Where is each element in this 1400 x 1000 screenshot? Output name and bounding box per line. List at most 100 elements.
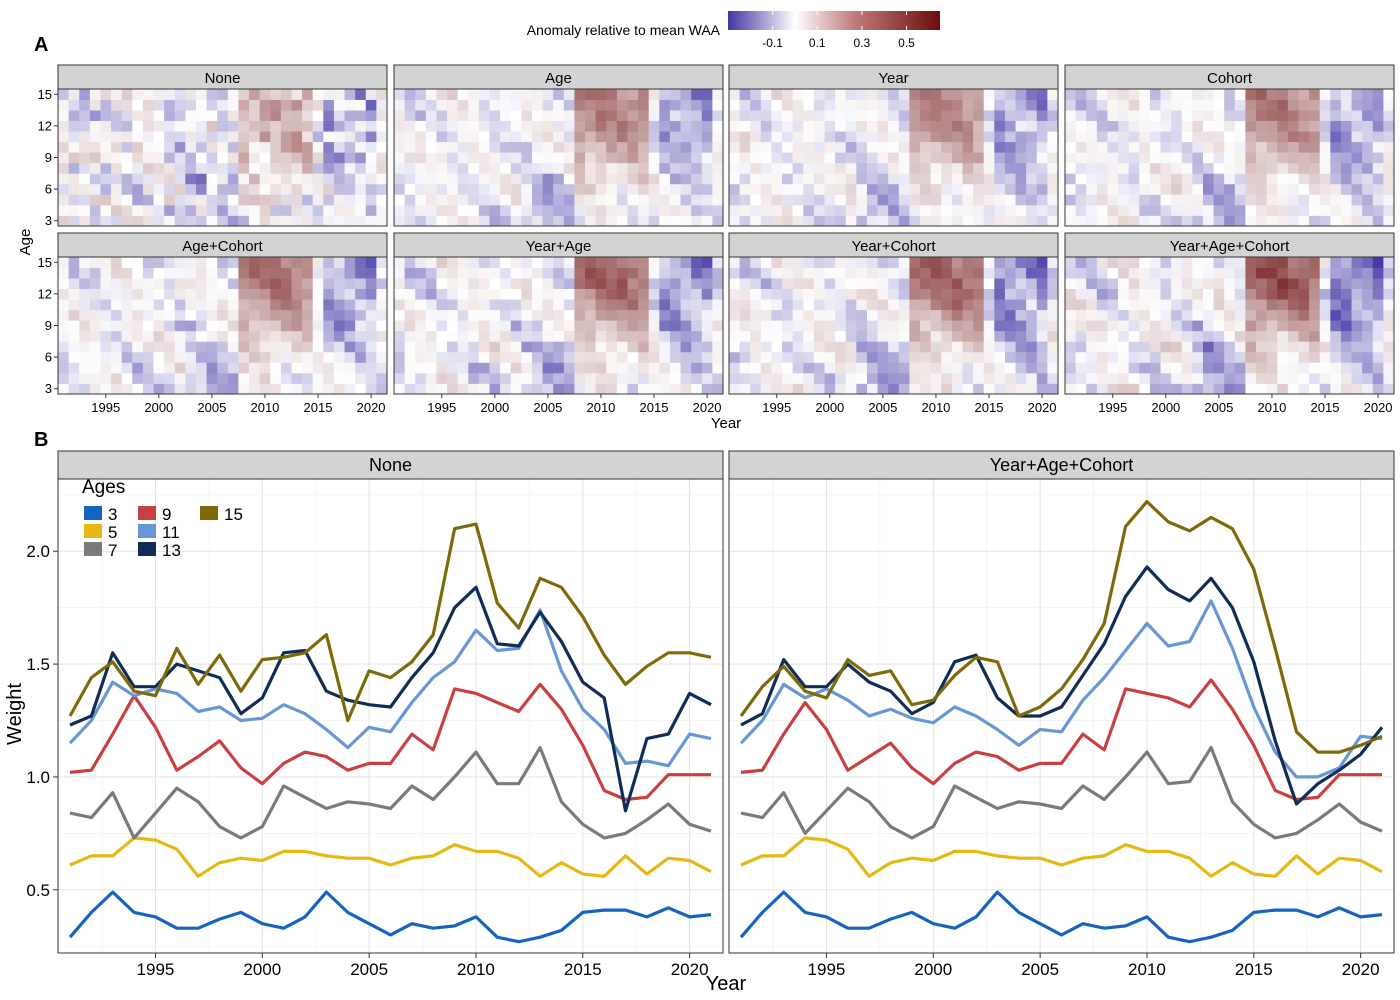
heatmap-cell: [951, 309, 963, 321]
heatmap-cell: [1256, 89, 1268, 100]
heatmap-cell: [771, 162, 783, 174]
heatmap-cell: [333, 299, 345, 311]
heatmap-cell: [436, 288, 448, 300]
heatmap-cell: [447, 267, 459, 279]
legend-label-age-7: 7: [108, 541, 117, 560]
heatmap-cell: [1086, 278, 1098, 290]
heatmap-cell: [739, 278, 751, 290]
heatmap-cell: [270, 152, 282, 164]
heatmap-cell: [394, 110, 406, 122]
heatmap-cell: [1234, 288, 1246, 300]
heatmap-cell: [680, 183, 692, 195]
heatmap-cell: [1015, 372, 1027, 384]
heatmap-cell: [1287, 299, 1299, 311]
heatmap-cell: [1118, 141, 1130, 153]
heatmap-cell: [669, 99, 681, 111]
heatmap-cell: [1139, 341, 1151, 353]
heatmap-cell: [270, 330, 282, 342]
heatmap-cell: [1287, 110, 1299, 122]
heatmap-cell: [1245, 372, 1257, 384]
heatmap-cell: [1047, 152, 1059, 164]
heatmap-cell: [478, 362, 490, 374]
heatmap-cell: [1319, 351, 1331, 363]
heatmap-cell: [845, 194, 857, 206]
heatmap-cell: [1383, 309, 1395, 321]
heatmap-cell: [712, 162, 724, 174]
heatmap-cell: [1149, 215, 1161, 227]
heatmap-cell: [365, 320, 377, 332]
heatmap-cell: [333, 288, 345, 300]
heatmap-cell: [259, 383, 271, 395]
heatmap-cell: [100, 89, 112, 100]
heatmap-cell: [1266, 110, 1278, 122]
heatmap-cell: [920, 131, 932, 143]
heatmap-cell: [563, 351, 575, 363]
heatmap-cell: [659, 215, 671, 227]
heatmap-cell: [606, 89, 618, 100]
heatmap-cell: [813, 309, 825, 321]
heatmap-cell: [835, 278, 847, 290]
heatmap-cell: [521, 267, 533, 279]
heatmap-cell: [574, 131, 586, 143]
heatmap-cell: [729, 309, 741, 321]
heatmap-cell: [983, 215, 995, 227]
heatmap-cell: [782, 183, 794, 195]
heatmap-cell: [616, 183, 628, 195]
heatmap-cell: [1224, 152, 1236, 164]
heatmap-cell: [648, 215, 660, 227]
heatmap-cell: [888, 372, 900, 384]
heatmap-cell: [729, 152, 741, 164]
heatmap-cell: [68, 120, 80, 132]
heatmap-cell: [553, 341, 565, 353]
heatmap-cell: [259, 351, 271, 363]
heatmap-cell: [1330, 183, 1342, 195]
heatmap-cell: [270, 288, 282, 300]
heatmap-cell: [888, 341, 900, 353]
panel-strip: [1064, 64, 1395, 90]
heatmap-cell: [1086, 194, 1098, 206]
heatmap-cell: [68, 309, 80, 321]
heatmap-cell: [1149, 204, 1161, 216]
heatmap-cell: [739, 99, 751, 111]
heatmap-cell: [563, 257, 575, 268]
heatmap-cell: [312, 383, 324, 395]
heatmap-cell: [206, 99, 218, 111]
heatmap-cell: [174, 320, 186, 332]
heatmap-cell: [691, 257, 703, 268]
heatmap-cell: [1266, 309, 1278, 321]
heatmap-cell: [1319, 110, 1331, 122]
heatmap-cell: [1047, 204, 1059, 216]
heatmap-cell: [983, 351, 995, 363]
heatmap-cell: [930, 141, 942, 153]
heatmap-cell: [1287, 288, 1299, 300]
heatmap-cell: [930, 215, 942, 227]
heatmap-cell: [1171, 89, 1183, 100]
heatmap-cell: [1086, 288, 1098, 300]
heatmap-cell: [1036, 341, 1048, 353]
heatmap-cell: [280, 173, 292, 185]
heatmap-cell: [111, 299, 123, 311]
heatmap-cell: [627, 341, 639, 353]
heatmap-cell: [344, 383, 356, 395]
heatmap-cell: [323, 89, 335, 100]
heatmap-cell: [195, 215, 207, 227]
heatmap-cell: [771, 99, 783, 111]
heatmap-cell: [898, 215, 910, 227]
heatmap-cell: [100, 299, 112, 311]
heatmap-cell: [595, 288, 607, 300]
heatmap-cell: [994, 183, 1006, 195]
heatmap-cell: [365, 383, 377, 395]
heatmap-cell: [920, 204, 932, 216]
heatmap-cell: [415, 110, 427, 122]
heatmap-cell: [930, 204, 942, 216]
heatmap-cell: [606, 330, 618, 342]
heatmap-cell: [909, 162, 921, 174]
heatmap-cell: [100, 152, 112, 164]
heatmap-cell: [803, 267, 815, 279]
heatmap-cell: [259, 162, 271, 174]
heatmap-cell: [792, 351, 804, 363]
heatmap-cell: [249, 362, 261, 374]
heatmap-cell: [542, 162, 554, 174]
heatmap-cell: [973, 215, 985, 227]
